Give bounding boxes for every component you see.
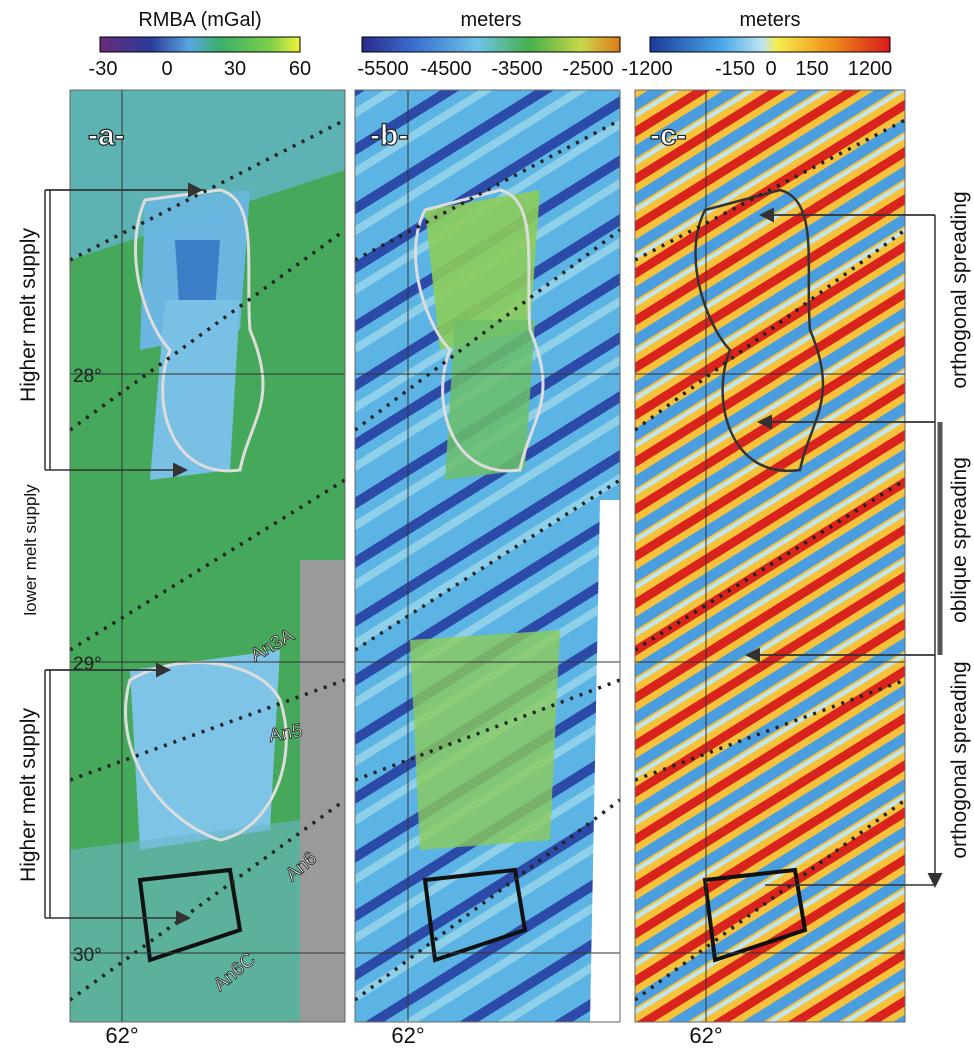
side-annotation: lower melt supply <box>21 484 40 616</box>
colorbar-tick: 0 <box>161 58 172 80</box>
map-panel <box>70 90 345 1022</box>
colorbar-tick: -150 <box>715 58 755 80</box>
colorbar-tick: -5500 <box>357 58 408 80</box>
latitude-label: 30° <box>73 945 102 966</box>
colorbar-tick: 0 <box>765 58 776 80</box>
panel-label: -c- <box>650 119 687 152</box>
side-annotation: Higher melt supply <box>17 228 40 402</box>
colorbar <box>650 37 890 52</box>
colorbar-tick: -2500 <box>562 58 613 80</box>
panel-label: -b- <box>370 119 408 152</box>
side-annotation: Higher melt supply <box>17 708 40 882</box>
colorbar-title: RMBA (mGal) <box>138 9 261 31</box>
colorbar-tick: -4500 <box>420 58 471 80</box>
side-annotation: orthogonal spreading <box>948 661 971 858</box>
colorbar-tick: -3500 <box>491 58 542 80</box>
colorbar-tick: 30 <box>224 58 246 80</box>
map-panel <box>355 90 620 1022</box>
colorbar-tick: 60 <box>289 58 311 80</box>
side-annotation: orthogonal spreading <box>948 191 971 388</box>
panel-label: -a- <box>88 119 125 152</box>
figure: RMBA (mGal) meters meters -30 0 30 60 -5… <box>0 0 974 1049</box>
latitude-label: 29° <box>73 654 102 675</box>
longitude-label: 62° <box>105 1023 138 1048</box>
colorbar-tick: 1200 <box>848 58 893 80</box>
colorbar <box>362 37 620 52</box>
side-annotation: oblique spreading <box>948 457 971 623</box>
colorbar-tick: -1200 <box>621 58 672 80</box>
colorbar-title: meters <box>739 9 800 31</box>
longitude-label: 62° <box>689 1023 722 1048</box>
longitude-label: 62° <box>391 1023 424 1048</box>
colorbar <box>100 37 300 52</box>
colorbar-tick: -30 <box>89 58 118 80</box>
latitude-label: 28° <box>73 366 102 387</box>
map-panel <box>635 90 905 1022</box>
colorbar-tick: 150 <box>795 58 828 80</box>
colorbar-title: meters <box>460 9 521 31</box>
